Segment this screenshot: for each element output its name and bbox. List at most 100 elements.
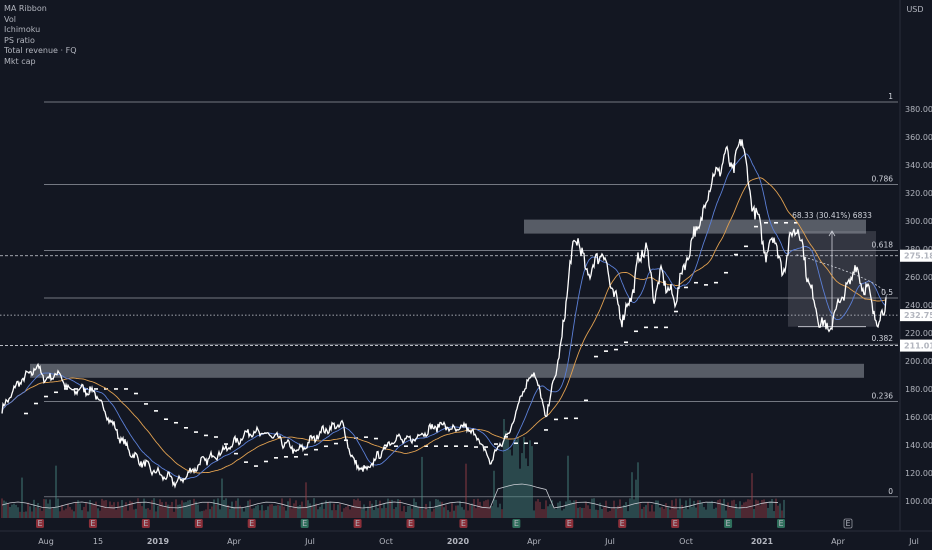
price-badge[interactable] bbox=[900, 249, 932, 262]
volume-bar bbox=[593, 498, 595, 518]
volume-bar bbox=[559, 501, 561, 518]
volume-bar bbox=[571, 502, 573, 518]
volume-bar bbox=[41, 510, 43, 518]
volume-bar bbox=[383, 503, 385, 518]
earnings-marker[interactable] bbox=[406, 519, 415, 528]
volume-bar bbox=[235, 500, 237, 518]
price-zone[interactable] bbox=[30, 363, 864, 378]
volume-bar bbox=[357, 498, 359, 518]
volume-bar bbox=[563, 508, 565, 518]
volume-bar bbox=[43, 499, 45, 518]
volume-bar bbox=[371, 503, 373, 518]
volume-bar bbox=[381, 508, 383, 518]
volume-bar bbox=[481, 506, 483, 518]
earnings-marker[interactable] bbox=[724, 519, 733, 528]
price-tick-label: 100.00 bbox=[905, 497, 932, 506]
volume-bar bbox=[253, 508, 255, 518]
time-tick-label: 15 bbox=[93, 537, 103, 546]
volume-bar bbox=[141, 506, 143, 518]
legend-item-ma-ribbon[interactable]: MA Ribbon bbox=[4, 4, 47, 13]
earnings-marker[interactable] bbox=[88, 519, 97, 528]
legend-item-vol[interactable]: Vol bbox=[4, 14, 16, 24]
volume-bar bbox=[739, 501, 741, 518]
earnings-marker[interactable] bbox=[247, 519, 256, 528]
volume-bar bbox=[611, 508, 613, 518]
volume-bar bbox=[245, 507, 247, 518]
volume-bar bbox=[387, 498, 389, 518]
volume-bar bbox=[307, 500, 309, 518]
volume-bar bbox=[443, 507, 445, 518]
volume-bar bbox=[287, 501, 289, 518]
legend-item-total-revenue[interactable]: Total revenue · FQ bbox=[4, 46, 77, 55]
volume-bar bbox=[333, 503, 335, 518]
volume-bar bbox=[551, 500, 553, 518]
earnings-marker[interactable] bbox=[565, 519, 574, 528]
earnings-marker[interactable] bbox=[353, 519, 362, 528]
volume-bar bbox=[573, 500, 575, 518]
earnings-marker[interactable] bbox=[777, 519, 785, 528]
earnings-marker[interactable] bbox=[618, 519, 627, 528]
volume-bar bbox=[767, 507, 769, 518]
price-tick-label: 260.00 bbox=[905, 273, 932, 282]
volume-bar bbox=[491, 506, 493, 518]
volume-bar bbox=[243, 511, 245, 518]
volume-bar bbox=[283, 506, 285, 518]
volume-bar bbox=[539, 501, 541, 518]
earnings-marker-upcoming[interactable] bbox=[843, 518, 853, 529]
earnings-marker[interactable] bbox=[671, 519, 680, 528]
volume-bar bbox=[737, 509, 739, 518]
volume-bar bbox=[527, 466, 529, 518]
volume-bar bbox=[205, 509, 207, 518]
volume-bar bbox=[377, 508, 379, 518]
volume-bar bbox=[525, 458, 527, 518]
volume-bar bbox=[425, 503, 427, 518]
earnings-marker[interactable] bbox=[141, 519, 150, 528]
price-badge[interactable] bbox=[900, 309, 932, 322]
volume-bar bbox=[197, 504, 199, 518]
price-badge[interactable] bbox=[900, 339, 932, 352]
volume-bar bbox=[755, 499, 757, 518]
volume-bar bbox=[339, 503, 341, 518]
volume-bar bbox=[521, 453, 523, 518]
volume-bar bbox=[325, 500, 327, 518]
volume-bar bbox=[199, 511, 201, 518]
price-tick-label: 120.00 bbox=[905, 469, 932, 478]
volume-bar bbox=[511, 455, 513, 518]
ma-slow-line bbox=[1, 177, 887, 474]
volume-bar bbox=[251, 508, 253, 518]
volume-bar bbox=[513, 439, 515, 518]
volume-bar bbox=[129, 500, 131, 518]
earnings-marker[interactable] bbox=[36, 519, 44, 528]
volume-bar bbox=[691, 506, 693, 518]
time-tick-label: Oct bbox=[379, 537, 393, 546]
earnings-marker[interactable] bbox=[459, 519, 468, 528]
volume-bar bbox=[715, 507, 717, 518]
earnings-marker[interactable] bbox=[512, 519, 521, 528]
volume-bar bbox=[781, 510, 783, 518]
volume-bar bbox=[19, 511, 21, 518]
volume-bar bbox=[683, 508, 685, 518]
volume-bar bbox=[421, 456, 423, 518]
legend-item-mkt-cap[interactable]: Mkt cap bbox=[4, 56, 36, 66]
fib-level-label: 1 bbox=[888, 92, 893, 101]
volume-bar bbox=[699, 500, 701, 518]
legend-item-ichimoku[interactable]: Ichimoku bbox=[4, 25, 41, 34]
volume-bar bbox=[607, 511, 609, 518]
volume-bar bbox=[461, 507, 463, 518]
legend-item-ps-ratio[interactable]: PS ratio bbox=[4, 35, 35, 45]
price-zone[interactable] bbox=[524, 219, 866, 234]
volume-bar bbox=[187, 500, 189, 518]
volume-bar bbox=[145, 508, 147, 518]
volume-bar bbox=[249, 499, 251, 518]
volume-bar bbox=[161, 502, 163, 518]
volume-bar bbox=[289, 498, 291, 518]
earnings-marker[interactable] bbox=[194, 519, 203, 528]
volume-bar bbox=[247, 500, 249, 518]
volume-bar bbox=[367, 506, 369, 518]
earnings-marker-label: E bbox=[355, 519, 360, 528]
volume-bar bbox=[751, 473, 753, 518]
volume-bar bbox=[229, 508, 231, 518]
earnings-marker[interactable] bbox=[300, 519, 309, 528]
